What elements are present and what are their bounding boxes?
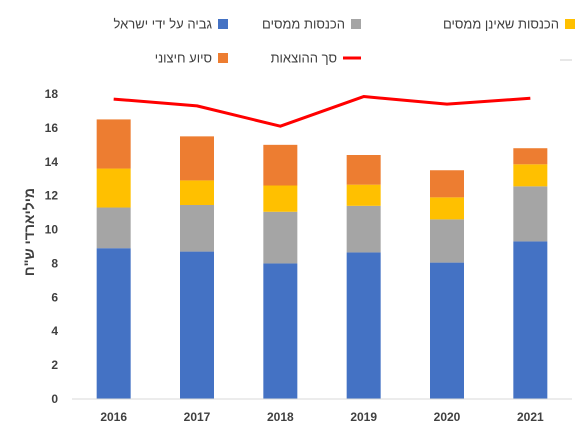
bar-segment-1 [513, 186, 548, 242]
bar-segment-1 [263, 211, 298, 264]
x-tick-label: 2019 [350, 410, 377, 424]
bar-segment-3 [513, 148, 548, 165]
bar-segment-1 [430, 219, 464, 263]
bar-segment-3 [263, 144, 298, 186]
bar-segment-1 [180, 204, 214, 252]
legend-label: סיוע חיצוני [155, 51, 212, 66]
bar-segment-3 [180, 136, 214, 181]
legend-marker [565, 19, 575, 29]
bar-segment-1 [346, 205, 381, 253]
bar-segment-2 [430, 197, 464, 220]
bar-segment-2 [346, 184, 381, 206]
y-axis-title: מיליארדי ש"ח [21, 188, 37, 276]
bar-segment-0 [430, 262, 464, 399]
y-tick-label: 8 [51, 256, 58, 270]
bar-segment-3 [96, 119, 131, 169]
y-tick-label: 10 [45, 223, 59, 237]
bar-segment-2 [513, 164, 548, 187]
bar-segment-0 [263, 263, 298, 399]
bar-segment-2 [263, 185, 298, 212]
y-tick-label: 4 [51, 324, 58, 338]
y-tick-label: 6 [51, 290, 58, 304]
bar-segment-2 [96, 168, 131, 208]
legend-label: הכנסות ממסים [262, 17, 345, 32]
y-tick-label: 16 [45, 121, 59, 135]
y-tick-label: 0 [51, 392, 58, 406]
legend-label: גביה על ידי ישראל [114, 17, 213, 32]
y-tick-label: 14 [45, 155, 59, 169]
legend-marker [218, 53, 228, 63]
x-tick-label: 2020 [434, 410, 461, 424]
bar-segment-2 [180, 180, 214, 205]
bar-segment-0 [180, 251, 214, 399]
legend: גביה על ידי ישראל הכנסות ממסים הכנסות שאינ… [114, 17, 575, 66]
bar-segment-0 [513, 241, 548, 399]
bar-segment-0 [96, 248, 131, 399]
legend-marker [351, 19, 361, 29]
x-tick-label: 2017 [184, 410, 211, 424]
bar-segment-3 [346, 155, 381, 185]
line-series-total-expenses [113, 95, 531, 128]
legend-label: הכנסות שאינן ממסים [443, 17, 559, 32]
y-tick-label: 2 [51, 358, 58, 372]
x-tick-label: 2016 [100, 410, 127, 424]
legend-label: סך ההוצאות [271, 51, 337, 66]
y-tick-label: 12 [45, 189, 59, 203]
x-axis: 2016 2017 2018 2019 2020 2021 [72, 398, 572, 424]
x-tick-label: 2021 [517, 410, 544, 424]
y-tick-label: 18 [45, 87, 59, 101]
bar-segment-3 [430, 170, 464, 198]
plot-area [96, 95, 548, 399]
legend-marker [218, 19, 228, 29]
y-axis: 0 2 4 6 8 10 12 14 16 18 [45, 87, 59, 406]
bar-segment-1 [96, 207, 131, 249]
x-tick-label: 2018 [267, 410, 294, 424]
bar-segment-0 [346, 252, 381, 399]
